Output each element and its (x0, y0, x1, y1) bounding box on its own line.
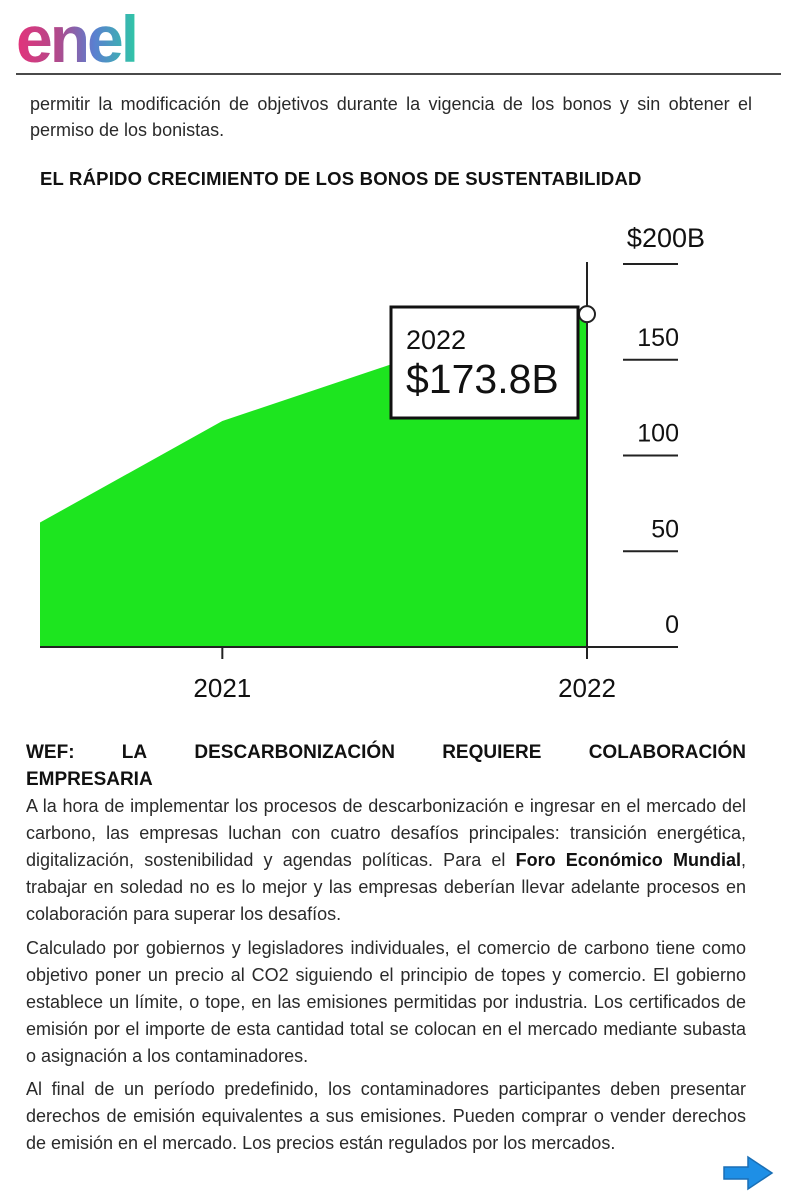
paragraph-3: Al final de un período predefinido, los … (26, 1079, 746, 1153)
data-point-2022 (578, 305, 596, 324)
bond-growth-chart: 2021 2022 $200B 150 100 50 0 2022 $173.8B (0, 200, 800, 720)
y-tick-label: 150 (637, 324, 679, 352)
heading-word: LA (121, 742, 148, 763)
paragraph-1-text-end: , trabajar en soledad no es lo mejor y l… (26, 850, 747, 924)
heading-word: DESCARBONIZACIÓN (194, 742, 395, 763)
enel-logo[interactable]: enel (16, 6, 176, 68)
arrow-right-icon[interactable] (722, 1155, 774, 1191)
annotation-box (389, 305, 580, 420)
intro-paragraph: permitir la modificación de objetivos du… (30, 94, 752, 140)
header: enel (0, 0, 800, 76)
header-divider (16, 73, 781, 75)
section-heading-line1: WEF: LA DESCARBONIZACIÓN REQUIERE COLABORACI… (26, 739, 746, 766)
heading-word: WEF: (26, 742, 75, 763)
y-tick-label: 100 (637, 420, 679, 448)
paragraph-1-text-start: A la hora de implementar los procesos de… (26, 796, 746, 870)
logo-text: enel (16, 6, 136, 68)
chart-title: EL RÁPIDO CRECIMIENTO DE LOS BONOS DE SU… (40, 168, 642, 189)
y-tick-label: 50 (651, 515, 679, 543)
y-tick-label: 0 (665, 611, 679, 639)
paragraph-1: A la hora de implementar los procesos de… (26, 793, 746, 928)
foro-economico-mundial-link[interactable]: Foro Económico Mundial (515, 850, 741, 870)
heading-word: COLABORACIÓN (588, 742, 746, 763)
y-tick-label: $200B (627, 223, 705, 253)
heading-word: REQUIERE (442, 742, 542, 763)
paragraph-2: Calculado por gobiernos y legisladores i… (26, 938, 746, 1066)
x-tick-label: 2021 (193, 673, 251, 703)
annotation-year: 2022 (406, 325, 466, 355)
section-heading-line2: EMPRESARIA (26, 769, 153, 790)
section-heading: WEF: LA DESCARBONIZACIÓN REQUIERE COLABORACI… (26, 739, 746, 793)
annotation-value: $173.8B (406, 356, 559, 402)
x-tick-label: 2022 (558, 673, 616, 703)
